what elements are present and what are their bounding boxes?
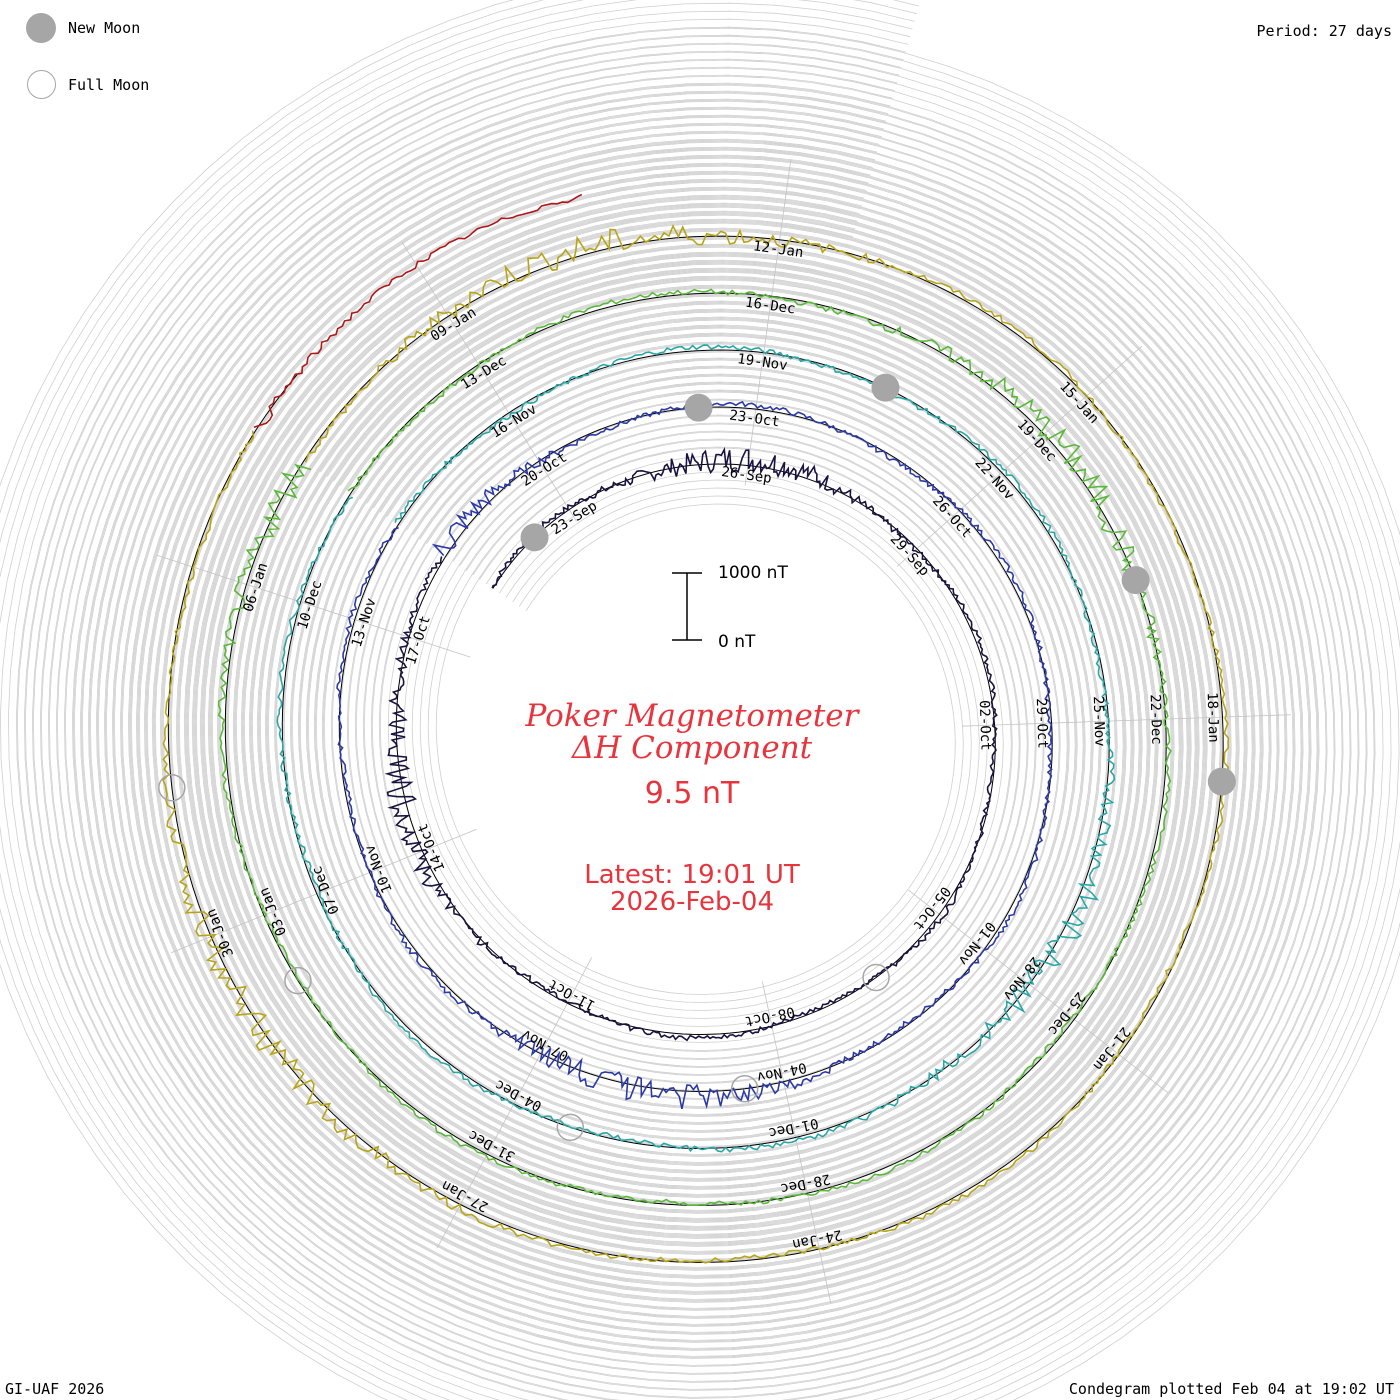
grid-spiral-line <box>71 82 1320 1359</box>
series-trace <box>162 224 1230 1264</box>
chart-subtitle: ΔH Component <box>571 730 813 766</box>
date-tick-label: 07-Nov <box>519 1026 571 1064</box>
day-spoke <box>157 555 471 658</box>
grid-spiral-line <box>63 74 1328 1367</box>
scale-bottom-label: 0 nT <box>718 632 756 652</box>
full-moon-marker <box>158 774 186 802</box>
series-trace <box>217 288 1172 1207</box>
date-tick-label: 11-Oct <box>546 975 598 1013</box>
series-trace <box>253 193 583 429</box>
day-spoke <box>908 889 1169 1094</box>
current-value: 9.5 nT <box>644 776 740 811</box>
grid-spiral-line <box>127 138 1264 1303</box>
new-moon-marker <box>684 393 713 422</box>
grid-spiral-line <box>207 218 1184 1223</box>
series-trace <box>384 446 998 1042</box>
day-spoke <box>897 345 1143 567</box>
date-tick-label: 22-Dec <box>1147 694 1165 745</box>
grid-spiral-line <box>15 26 1376 1400</box>
date-tick-label: 25-Nov <box>1090 696 1108 747</box>
date-tick-label: 01-Nov <box>955 918 999 968</box>
grid-spiral-line <box>47 58 1344 1383</box>
grid-spiral-line <box>103 114 1288 1327</box>
grid-spiral-line <box>183 194 1208 1247</box>
day-spoke <box>744 159 792 486</box>
grid-spiral-line <box>95 106 1296 1335</box>
full-moon-marker <box>862 963 890 992</box>
new-moon-icon <box>26 13 56 43</box>
grid-spiral-line <box>143 154 1248 1287</box>
grid-spiral-line <box>39 50 1352 1391</box>
new-moon-marker <box>520 523 549 552</box>
date-tick-label: 04-Nov <box>755 1059 808 1085</box>
legend-full-moon: Full Moon <box>26 70 149 99</box>
full-moon-marker <box>284 966 312 995</box>
grid-spiral-line <box>0 10 1392 1400</box>
legend-new-moon-label: New Moon <box>68 19 141 37</box>
grid-spiral-line <box>151 162 1240 1279</box>
day-spoke <box>436 957 593 1249</box>
chart-title: Poker Magnetometer <box>525 698 859 734</box>
date-tick-label: 18-Jan <box>1204 692 1222 743</box>
date-tick-label: 08-Oct <box>743 1003 796 1029</box>
legend-full-moon-label: Full Moon <box>68 75 150 94</box>
date-tick-label: 19-Nov <box>736 351 788 374</box>
baseline-spiral <box>167 235 1224 1263</box>
grid-spiral-line <box>23 34 1368 1400</box>
date-tick-label: 12-Jan <box>752 238 804 261</box>
footer-plotted: Condegram plotted Feb 04 at 19:02 UT <box>1068 1380 1394 1398</box>
date-tick-label: 16-Dec <box>744 295 796 318</box>
date-tick-label: 02-Oct <box>976 700 994 751</box>
legend-new-moon: New Moon <box>26 13 140 43</box>
grid-spiral-line <box>79 90 1312 1351</box>
full-moon-marker <box>556 1113 585 1142</box>
grid-spiral-line <box>191 202 1200 1239</box>
grid-spiral-line <box>159 170 1232 1271</box>
date-tick-label: 23-Oct <box>728 407 780 430</box>
full-moon-icon <box>27 70 56 99</box>
date-tick-label: 29-Sep <box>887 531 933 579</box>
grid-spiral-line <box>119 130 1272 1311</box>
date-tick-label: 26-Sep <box>720 464 772 487</box>
day-spoke <box>762 981 832 1304</box>
day-spoke <box>401 241 577 522</box>
grid-spiral-line <box>199 210 1192 1231</box>
full-moon-marker <box>730 1075 759 1103</box>
new-moon-marker <box>871 373 900 402</box>
scale-top-label: 1000 nT <box>718 563 788 583</box>
date-tick-label: 29-Oct <box>1033 698 1051 749</box>
series-trace <box>336 400 1053 1110</box>
day-spoke <box>961 714 1291 727</box>
grid-spiral-line <box>7 18 1384 1400</box>
latest-time: Latest: 19:01 UT <box>584 860 800 890</box>
grid-spiral-line <box>31 42 1360 1399</box>
footer-credit: GI-UAF 2026 <box>5 1380 105 1398</box>
grid-spiral-line <box>175 186 1216 1255</box>
grid-spiral-line <box>87 98 1304 1343</box>
grid-spiral-line <box>111 122 1280 1319</box>
grid-spiral-line <box>135 146 1256 1295</box>
new-moon-marker <box>1207 767 1236 796</box>
period-label: Period: 27 days <box>1256 22 1392 40</box>
series-trace <box>276 344 1116 1153</box>
latest-date: 2026-Feb-04 <box>609 887 775 917</box>
new-moon-marker <box>1121 566 1150 595</box>
